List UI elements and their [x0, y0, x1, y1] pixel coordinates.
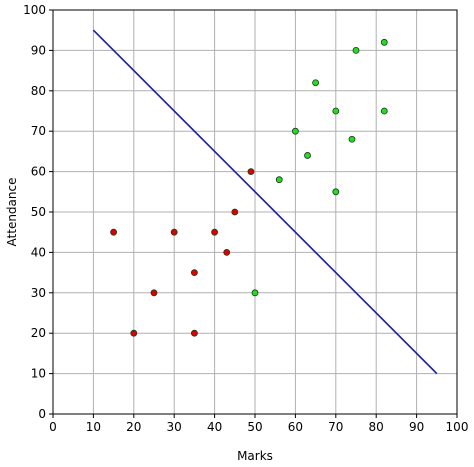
x-tick-label: 90	[409, 420, 424, 434]
series-1-point	[380, 107, 388, 115]
y-tick-label: 70	[31, 124, 46, 138]
plot-frame	[52, 9, 458, 415]
x-tick-label: 40	[207, 420, 222, 434]
y-tick-label: 30	[31, 286, 46, 300]
y-tick-label: 0	[38, 407, 46, 421]
y-tick-label: 90	[31, 43, 46, 57]
series-0-point	[150, 289, 158, 297]
x-axis-label: Marks	[237, 449, 273, 463]
series-0-point	[170, 228, 178, 236]
series-0-point	[130, 329, 138, 337]
y-tick-label: 100	[23, 3, 46, 17]
x-tick-label: 50	[247, 420, 262, 434]
decision-line-layer	[92, 29, 438, 375]
series-0-point	[211, 228, 219, 236]
series-0-point	[110, 228, 117, 236]
x-tick-label: 60	[288, 420, 303, 434]
y-tick-label: 50	[31, 205, 46, 219]
x-tick-label: 70	[328, 420, 343, 434]
series-0-point	[223, 248, 231, 256]
y-tick-label: 20	[31, 326, 46, 340]
grid	[52, 9, 458, 415]
y-tick-label: 10	[31, 367, 46, 381]
series-0-point	[247, 168, 255, 176]
y-tick-label: 60	[31, 165, 46, 179]
x-tick-label: 0	[49, 420, 57, 434]
series-1-point	[291, 127, 299, 135]
decision-boundary-line	[92, 29, 438, 375]
x-tick-label: 10	[86, 420, 101, 434]
axis-ticks: 0 10 20 30 40 50 60 70 80 90 100 0 10 20 30 40 50 60 70 80 9…	[23, 3, 468, 434]
x-tick-label: 30	[167, 420, 182, 434]
x-tick-label: 100	[446, 420, 469, 434]
series-1-point	[348, 135, 356, 143]
series-1-point	[312, 79, 320, 87]
series-1-point	[251, 289, 259, 297]
y-tick-label: 80	[31, 84, 46, 98]
series-0-point	[190, 269, 198, 277]
series-1-point	[332, 188, 340, 196]
y-tick-label: 40	[31, 245, 46, 259]
series-1-point	[275, 176, 283, 184]
series-1-point	[304, 152, 311, 159]
y-axis-label: Attendance	[5, 178, 19, 247]
series-1-point	[332, 107, 340, 115]
data-points	[110, 38, 388, 337]
series-0-point	[190, 329, 198, 337]
series-0-point	[231, 208, 239, 216]
x-tick-label: 20	[126, 420, 141, 434]
series-1-point	[352, 47, 360, 54]
x-tick-label: 80	[369, 420, 384, 434]
series-1-point	[380, 38, 388, 46]
